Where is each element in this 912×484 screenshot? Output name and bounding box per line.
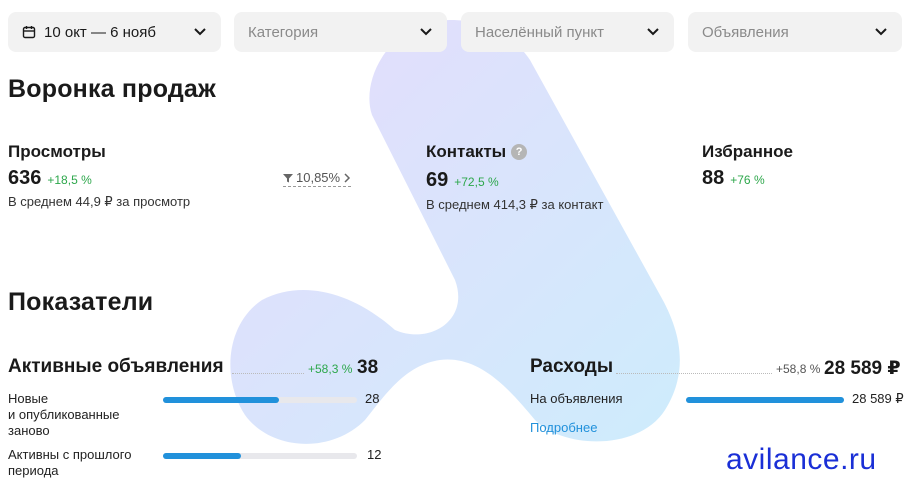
- chevron-down-icon: [647, 28, 659, 36]
- conversion-value: 10,85%: [296, 170, 341, 185]
- locality-filter[interactable]: Населённый пункт: [461, 12, 674, 52]
- listing-expenses-label: На объявления: [530, 391, 623, 406]
- contacts-delta: +72,5 %: [454, 175, 499, 189]
- category-label: Категория: [248, 23, 319, 41]
- active-listings-delta: +58,3 %: [308, 362, 353, 376]
- views-value: 636: [8, 167, 42, 189]
- category-filter[interactable]: Категория: [234, 12, 447, 52]
- favorites-delta: +76 %: [730, 173, 765, 187]
- brand-watermark: avilance.ru: [726, 443, 877, 476]
- funnel-title: Воронка продаж: [8, 75, 216, 103]
- active-listings-value: 38: [357, 357, 379, 378]
- chevron-right-icon: [344, 172, 351, 183]
- more-details-link[interactable]: Подробнее: [530, 420, 598, 435]
- views-average: В среднем 44,9 ₽ за просмотр: [8, 194, 191, 209]
- new-listings-label: Новые и опубликованные заново: [8, 391, 120, 438]
- expenses-title: Расходы: [530, 356, 614, 377]
- contacts-title: Контакты: [426, 142, 507, 161]
- listings-label: Объявления: [702, 23, 789, 41]
- new-listings-bar: [163, 397, 357, 403]
- contacts-average: В среднем 414,3 ₽ за контакт: [426, 197, 604, 212]
- carried-listings-label: Активны с прошлого периода: [8, 447, 132, 478]
- active-listings-title: Активные объявления: [8, 356, 224, 377]
- favorites-value: 88: [702, 167, 725, 189]
- expenses-value: 28 589 ₽: [824, 358, 901, 379]
- chevron-down-icon: [420, 28, 432, 36]
- date-range-filter[interactable]: 10 окт — 6 нояб: [8, 12, 221, 52]
- new-listings-value: 28: [365, 391, 380, 406]
- funnel-icon: [283, 173, 293, 182]
- views-delta: +18,5 %: [47, 173, 92, 187]
- indicators-title: Показатели: [8, 288, 154, 316]
- chevron-down-icon: [194, 28, 206, 36]
- carried-listings-value: 12: [367, 447, 382, 462]
- conversion-rate[interactable]: 10,85%: [283, 170, 352, 187]
- help-icon[interactable]: ?: [511, 144, 528, 160]
- date-range-label: 10 окт — 6 нояб: [44, 23, 156, 41]
- listing-expenses-bar: [686, 397, 844, 403]
- contacts-value: 69: [426, 169, 449, 191]
- listings-filter[interactable]: Объявления: [688, 12, 902, 52]
- favorites-title: Избранное: [702, 142, 793, 161]
- views-title: Просмотры: [8, 142, 106, 161]
- chevron-down-icon: [875, 28, 887, 36]
- expenses-delta: +58,8 %: [776, 362, 821, 376]
- locality-label: Населённый пункт: [475, 23, 605, 41]
- carried-listings-bar: [163, 453, 357, 459]
- calendar-icon: [22, 26, 36, 39]
- listing-expenses-value: 28 589 ₽: [852, 391, 904, 406]
